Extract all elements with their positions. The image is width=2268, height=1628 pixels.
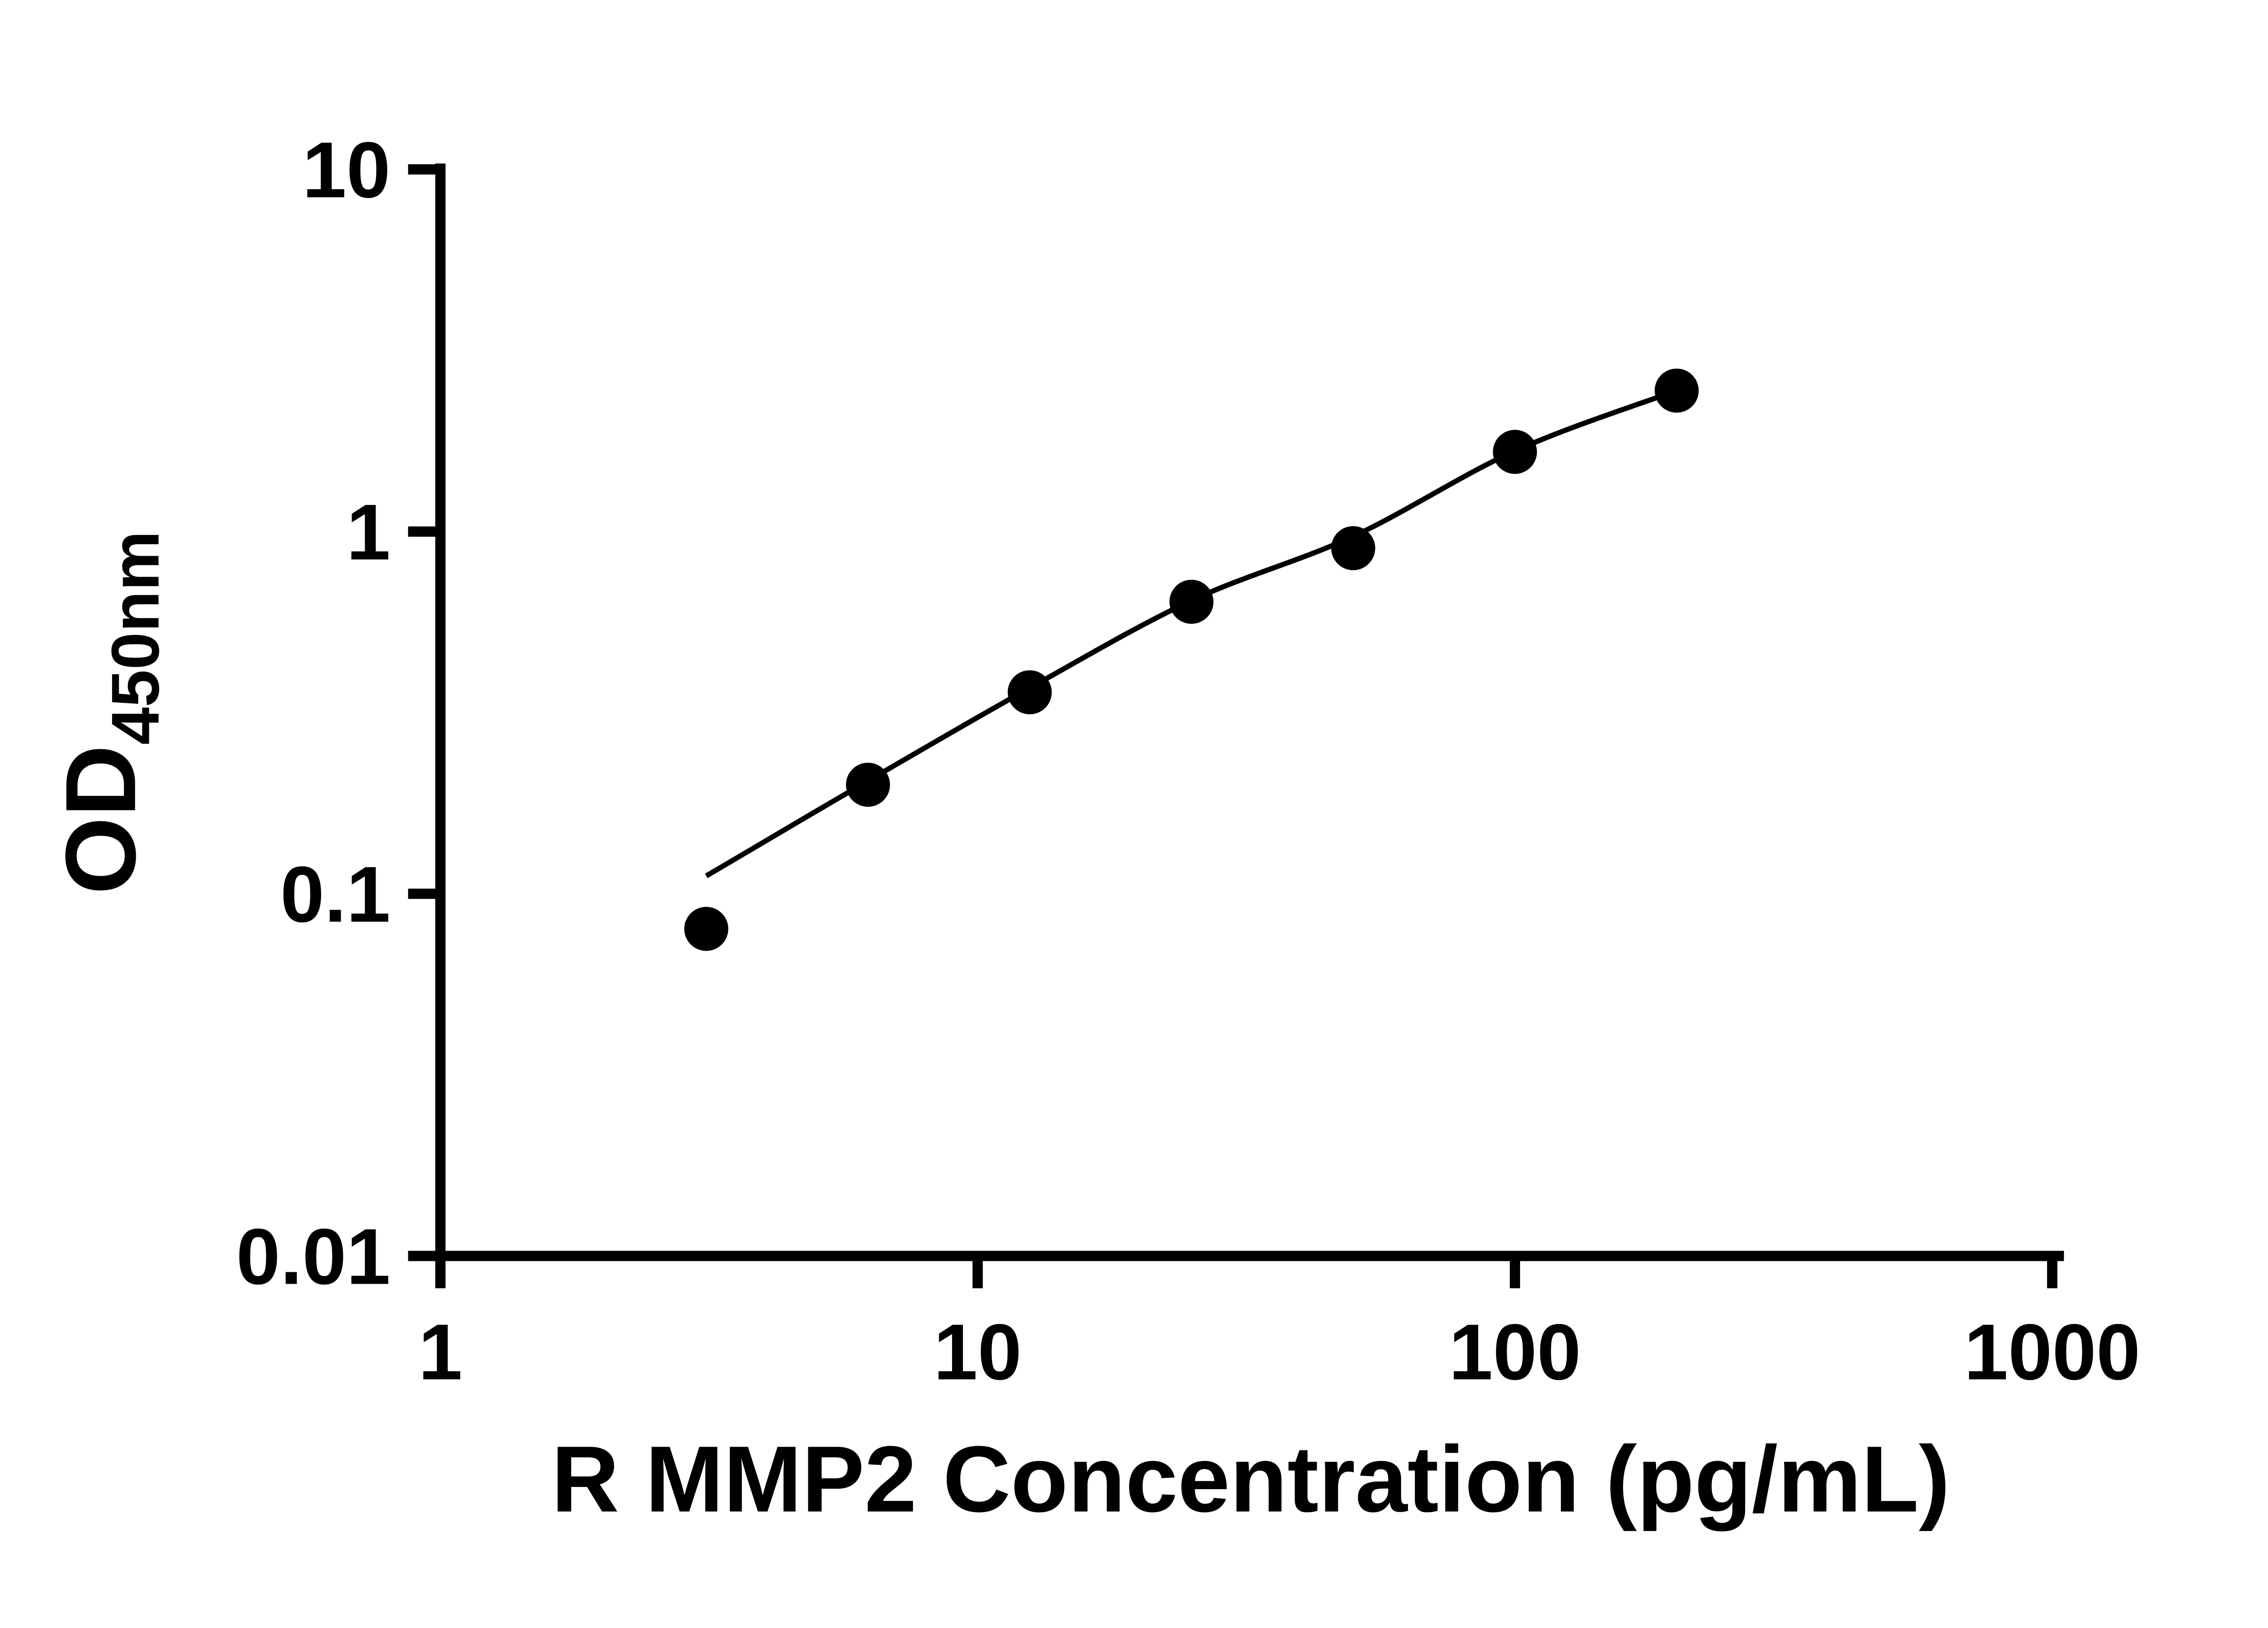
- x-axis-title: R MMP2 Concentration (pg/mL): [552, 1427, 1950, 1531]
- data-point: [846, 762, 890, 807]
- data-point: [1169, 579, 1214, 624]
- y-tick-label: 0.1: [280, 850, 391, 939]
- data-point: [1331, 526, 1375, 570]
- axis-frame: [435, 163, 2064, 1261]
- x-tick-label: 1: [418, 1308, 462, 1397]
- data-point: [1493, 430, 1537, 474]
- x-tick-label: 100: [1449, 1308, 1581, 1397]
- axes: [435, 163, 2064, 1261]
- y-tick-label: 1: [347, 488, 391, 577]
- data-point: [1654, 368, 1699, 413]
- x-tick-label: 1000: [1964, 1308, 2141, 1397]
- y-tick-label: 10: [302, 126, 390, 215]
- tick-labels: 1 10 100 1000 0.01 0.1 1 10: [236, 126, 2141, 1397]
- data-points: [684, 368, 1699, 951]
- tick-marks: [408, 164, 2058, 1289]
- data-point: [684, 907, 728, 951]
- x-tick-label: 10: [934, 1308, 1022, 1397]
- y-axis-title-main: OD: [45, 745, 156, 894]
- data-point: [1007, 670, 1052, 715]
- y-tick-label: 0.01: [236, 1213, 391, 1301]
- y-axis-title: OD450nm: [45, 531, 173, 895]
- y-axis-title-sub: 450nm: [98, 531, 173, 745]
